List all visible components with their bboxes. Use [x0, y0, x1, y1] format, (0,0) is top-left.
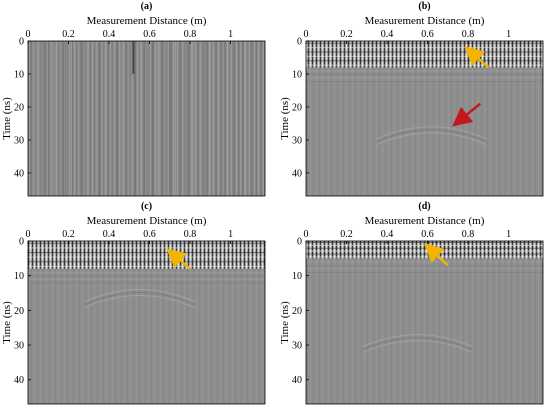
x-axis-label: Measurement Distance (m): [87, 15, 207, 27]
x-tick-label: 0.8: [184, 229, 197, 240]
x-tick-label: 0: [304, 29, 309, 40]
y-tick-label: 40: [14, 168, 24, 179]
x-axis-label: Measurement Distance (m): [365, 15, 485, 27]
x-tick-label: 1: [228, 229, 233, 240]
x-tick-label: 0.8: [462, 29, 475, 40]
x-tick-label: 0.2: [62, 29, 75, 40]
plot-frame: [27, 240, 266, 405]
x-tick-label: 1: [506, 29, 511, 40]
surface-reflection-band: [306, 241, 543, 259]
y-axis-label: Time (ns): [279, 97, 291, 140]
hyperbola-reflection: [376, 126, 487, 140]
y-tick-label: 20: [292, 102, 302, 113]
y-tick-label: 0: [297, 237, 302, 248]
x-tick-label: 0.6: [143, 229, 156, 240]
y-tick-label: 30: [292, 341, 302, 352]
y-tick-label: 30: [14, 341, 24, 352]
y-tick-label: 20: [14, 102, 24, 113]
y-tick-label: 10: [14, 271, 24, 282]
x-axis-label: Measurement Distance (m): [365, 215, 485, 227]
yellow-arrow: [464, 46, 490, 69]
x-tick-label: 0.6: [143, 29, 156, 40]
x-tick-label: 1: [506, 229, 511, 240]
x-tick-label: 0.6: [421, 229, 434, 240]
y-tick-label: 40: [292, 168, 302, 179]
yellow-arrow: [424, 242, 449, 267]
y-axis-label: Time (ns): [279, 301, 291, 344]
hyperbola-reflection: [362, 337, 473, 351]
y-tick-label: 10: [14, 69, 24, 80]
red-arrow: [452, 102, 481, 127]
y-tick-label: 30: [14, 135, 24, 146]
x-tick-label: 0.4: [381, 229, 394, 240]
x-tick-label: 0.2: [340, 229, 353, 240]
panel-title: (a): [141, 1, 153, 12]
x-tick-label: 0.4: [381, 29, 394, 40]
plot-frame: [305, 40, 544, 197]
plot-frame: [305, 240, 544, 405]
y-tick-label: 20: [14, 306, 24, 317]
hyperbola-reflection: [362, 334, 473, 348]
y-tick-label: 0: [19, 237, 24, 248]
x-tick-label: 0.4: [103, 229, 116, 240]
plot-frame: [27, 40, 266, 197]
y-axis-label: Time (ns): [1, 97, 13, 140]
y-tick-label: 20: [292, 306, 302, 317]
surface-reflection-band: [28, 241, 265, 269]
panel-title: (d): [418, 201, 430, 212]
radargram-background: [306, 241, 543, 404]
yellow-arrow: [166, 248, 191, 270]
hyperbola-reflection: [376, 132, 487, 146]
hyperbola-reflection: [84, 292, 195, 306]
y-tick-label: 40: [292, 375, 302, 386]
x-tick-label: 0.4: [103, 29, 116, 40]
y-tick-label: 0: [297, 37, 302, 48]
hyperbola-reflection: [84, 295, 195, 309]
x-tick-label: 0.8: [184, 29, 197, 40]
panel-title: (c): [141, 201, 152, 212]
x-tick-label: 0: [26, 29, 31, 40]
x-tick-label: 0: [304, 229, 309, 240]
x-tick-label: 0: [26, 229, 31, 240]
y-tick-label: 40: [14, 375, 24, 386]
y-tick-label: 10: [292, 271, 302, 282]
x-tick-label: 1: [228, 29, 233, 40]
x-tick-label: 0.8: [462, 229, 475, 240]
x-tick-label: 0.6: [421, 29, 434, 40]
x-tick-label: 0.2: [62, 229, 75, 240]
y-axis-label: Time (ns): [1, 301, 13, 344]
surface-reflection-band: [306, 41, 543, 68]
hyperbola-reflection: [376, 129, 487, 143]
y-tick-label: 10: [292, 69, 302, 80]
hyperbola-reflection: [84, 289, 195, 303]
hyperbola-reflection: [362, 340, 473, 354]
panel-title: (b): [418, 1, 430, 12]
y-tick-label: 0: [19, 37, 24, 48]
x-axis-label: Measurement Distance (m): [87, 215, 207, 227]
x-tick-label: 0.2: [340, 29, 353, 40]
y-tick-label: 30: [292, 135, 302, 146]
